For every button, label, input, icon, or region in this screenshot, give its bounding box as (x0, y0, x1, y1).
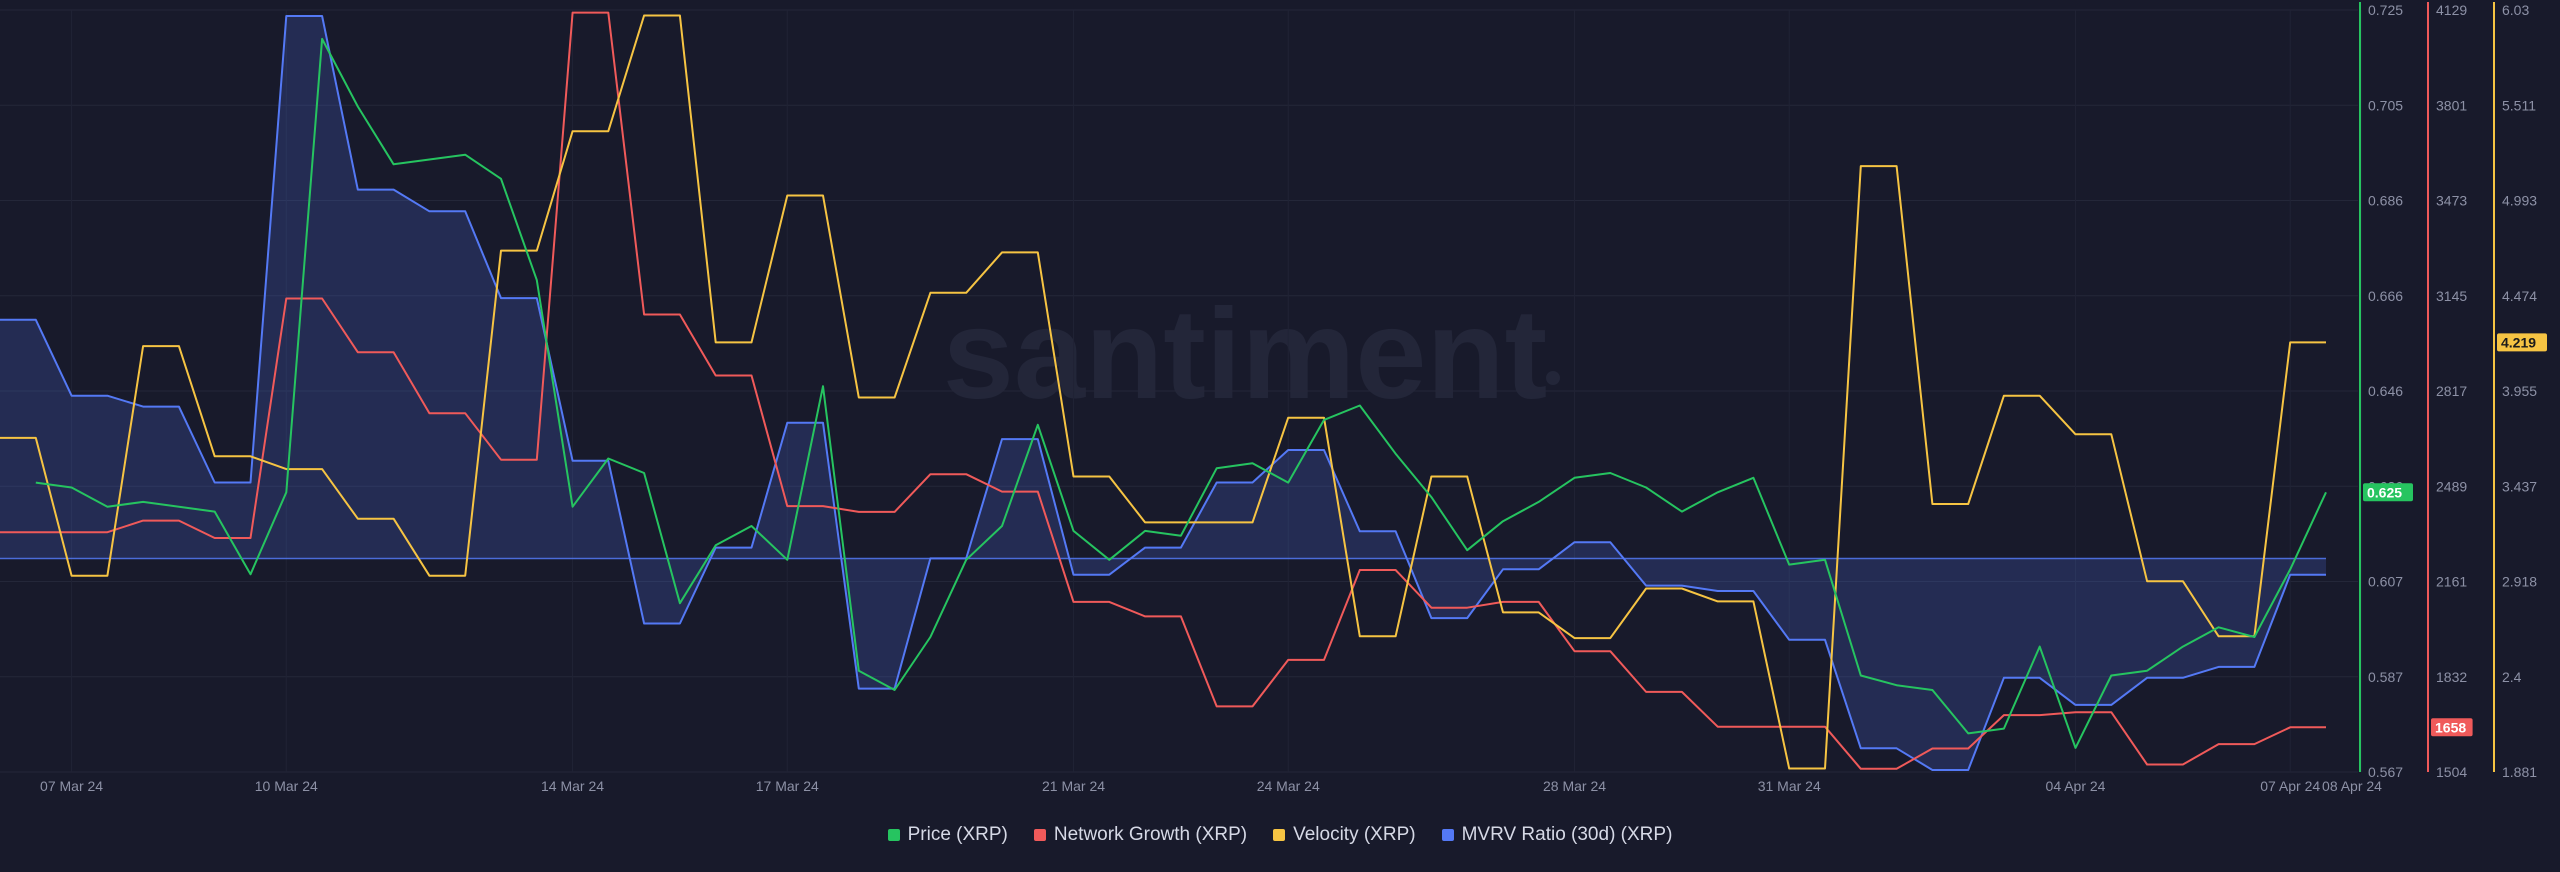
legend-swatch (1441, 829, 1454, 841)
x-tick-label: 24 Mar 24 (1257, 778, 1320, 794)
legend-swatch (1033, 829, 1046, 841)
x-tick-label: 31 Mar 24 (1758, 778, 1821, 794)
axis-tick-label-growth: 3145 (2436, 288, 2467, 304)
axis-tick-label-price: 0.705 (2368, 97, 2403, 113)
watermark-dot (1546, 371, 1560, 385)
x-tick-label: 17 Mar 24 (756, 778, 819, 794)
axis-tick-label-growth: 2161 (2436, 574, 2467, 590)
axis-tick-label-velocity: 2.918 (2502, 574, 2537, 590)
x-tick-label: 07 Apr 24 (2260, 778, 2320, 794)
axis-tick-label-price: 0.587 (2368, 669, 2403, 685)
current-value-label-growth: 1658 (2435, 719, 2466, 735)
current-value-badge-velocity (2497, 333, 2547, 352)
legend-item[interactable]: Price (XRP) (887, 824, 1008, 846)
legend-swatch (1273, 829, 1286, 841)
grid-layer (0, 9, 2363, 773)
x-tick-label: 04 Apr 24 (2046, 778, 2106, 794)
axis-tick-label-velocity: 1.881 (2502, 764, 2537, 780)
x-tick-label: 07 Mar 24 (40, 778, 103, 794)
x-tick-label: 28 Mar 24 (1543, 778, 1606, 794)
axis-tick-label-growth: 1832 (2436, 669, 2467, 685)
legend-item[interactable]: MVRV Ratio (30d) (XRP) (1441, 824, 1673, 846)
current-value-label-velocity: 4.219 (2501, 334, 2536, 350)
series-line-mvrv (0, 15, 2326, 771)
legend-item[interactable]: Velocity (XRP) (1273, 824, 1416, 846)
axis-tick-label-price: 0.567 (2368, 764, 2403, 780)
axis-tick-label-velocity: 3.437 (2502, 478, 2537, 494)
axis-tick-label-growth: 3473 (2436, 193, 2467, 209)
watermark: santiment (943, 283, 1548, 426)
legend: Price (XRP) Network Growth (XRP) Velocity … (0, 820, 2560, 850)
axis-layer: 0.5670.5870.6070.6260.6460.6660.6860.705… (40, 2, 2547, 794)
x-tick-label: 08 Apr 24 (2322, 778, 2382, 794)
axis-tick-label-price: 0.646 (2368, 383, 2403, 399)
legend-label: Network Growth (XRP) (1053, 824, 1248, 845)
axis-tick-label-price: 0.725 (2368, 2, 2403, 18)
legend-label: MVRV Ratio (30d) (XRP) (1461, 824, 1673, 845)
axis-tick-label-price: 0.686 (2368, 193, 2403, 209)
axis-tick-label-velocity: 2.4 (2502, 669, 2522, 685)
axis-tick-label-price: 0.607 (2368, 574, 2403, 590)
legend-item[interactable]: Network Growth (XRP) (1033, 824, 1248, 846)
current-value-badge-growth (2431, 718, 2473, 737)
axis-tick-label-velocity: 4.993 (2502, 193, 2537, 209)
x-tick-label: 14 Mar 24 (541, 778, 604, 794)
current-value-label-price: 0.625 (2367, 484, 2402, 500)
axis-tick-label-growth: 2489 (2436, 478, 2467, 494)
x-tick-label: 10 Mar 24 (255, 778, 318, 794)
legend-swatch (887, 829, 900, 841)
axis-tick-label-velocity: 5.511 (2502, 97, 2536, 113)
current-value-badge-price (2363, 483, 2413, 502)
mvrv-area-layer (0, 16, 2326, 770)
mvrv-area-fill (0, 16, 2326, 770)
series-layer (0, 11, 2327, 771)
axis-tick-label-growth: 2817 (2436, 383, 2467, 399)
series-line-velocity (0, 14, 2326, 770)
axis-tick-label-velocity: 4.474 (2502, 288, 2537, 304)
axis-tick-label-growth: 3801 (2436, 97, 2467, 113)
legend-label: Price (XRP) (907, 824, 1008, 845)
axis-tick-label-growth: 1504 (2436, 764, 2467, 780)
axis-tick-label-price: 0.666 (2368, 288, 2403, 304)
axis-tick-label-growth: 4129 (2436, 2, 2467, 18)
series-line-growth (0, 11, 2326, 770)
axis-tick-label-velocity: 3.955 (2502, 383, 2537, 399)
axis-tick-label-velocity: 6.03 (2502, 2, 2529, 18)
legend-label: Velocity (XRP) (1293, 824, 1416, 845)
x-tick-label: 21 Mar 24 (1042, 778, 1105, 794)
series-line-price (35, 37, 2327, 749)
